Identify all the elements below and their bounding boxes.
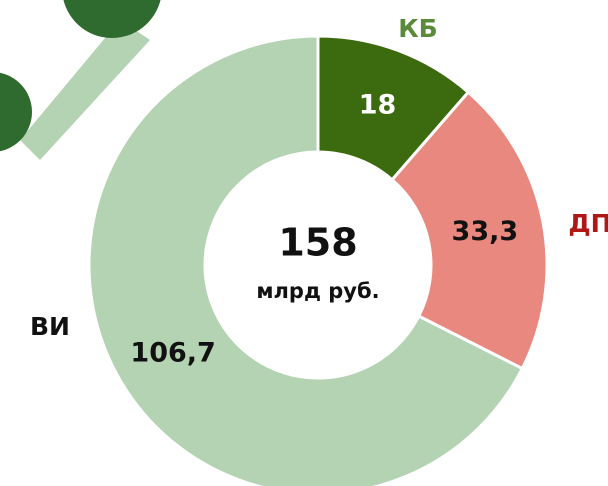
donut-hole xyxy=(205,152,431,378)
category-label: ВИ xyxy=(30,312,70,341)
decor-band xyxy=(20,20,150,160)
decor-circle xyxy=(63,0,161,38)
decor-circle xyxy=(0,72,32,152)
donut-segment xyxy=(390,90,549,371)
data-label: 18 xyxy=(359,89,397,120)
center-label: млрд руб. xyxy=(256,279,379,303)
data-label: 106,7 xyxy=(130,337,215,368)
data-label: 33,3 xyxy=(452,216,519,247)
category-label: КБ xyxy=(398,14,438,43)
center-value: 158 xyxy=(278,221,357,265)
category-label: ДП xyxy=(568,209,608,238)
